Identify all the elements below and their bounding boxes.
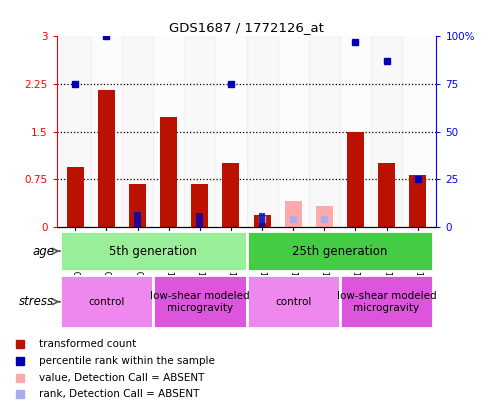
Bar [60, 36, 91, 227]
Bar [160, 117, 177, 227]
Bar [371, 36, 402, 227]
Bar [122, 36, 153, 227]
Bar [153, 275, 246, 328]
Text: 5th generation: 5th generation [109, 245, 197, 258]
Bar [316, 206, 333, 227]
Bar [340, 36, 371, 227]
Bar [246, 231, 433, 271]
Bar [60, 275, 153, 328]
Bar [246, 275, 340, 328]
Bar [129, 183, 146, 227]
Bar [91, 36, 122, 227]
Text: value, Detection Call = ABSENT: value, Detection Call = ABSENT [39, 373, 205, 383]
Text: stress: stress [19, 295, 54, 308]
Bar [98, 90, 115, 227]
Text: low-shear modeled
microgravity: low-shear modeled microgravity [150, 291, 249, 313]
Bar [284, 201, 302, 227]
Bar [222, 163, 240, 227]
Text: control: control [275, 297, 312, 307]
Bar [184, 36, 215, 227]
Bar [253, 215, 271, 227]
Bar [196, 213, 203, 227]
Bar [60, 231, 246, 271]
Bar [191, 183, 209, 227]
Text: control: control [88, 297, 125, 307]
Bar [402, 36, 433, 227]
Bar [246, 36, 278, 227]
Text: percentile rank within the sample: percentile rank within the sample [39, 356, 215, 366]
Bar [153, 36, 184, 227]
Bar [409, 175, 426, 227]
Bar [134, 211, 141, 227]
Bar [259, 213, 265, 227]
Text: age: age [32, 245, 54, 258]
Bar [309, 36, 340, 227]
Bar [278, 36, 309, 227]
Text: transformed count: transformed count [39, 339, 137, 349]
Bar [215, 36, 246, 227]
Bar [340, 275, 433, 328]
Bar [378, 163, 395, 227]
Text: low-shear modeled
microgravity: low-shear modeled microgravity [337, 291, 436, 313]
Text: 25th generation: 25th generation [292, 245, 387, 258]
Bar [67, 166, 84, 227]
Text: rank, Detection Call = ABSENT: rank, Detection Call = ABSENT [39, 390, 200, 399]
Title: GDS1687 / 1772126_at: GDS1687 / 1772126_at [169, 21, 324, 34]
Bar [347, 132, 364, 227]
